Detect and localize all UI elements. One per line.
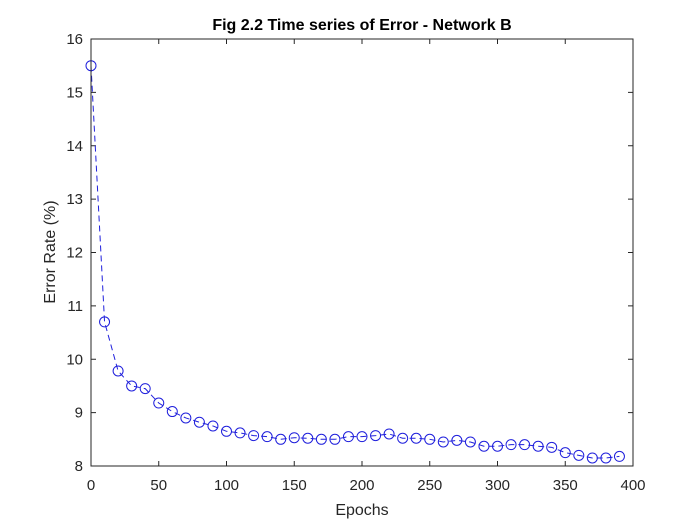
data-point <box>573 449 585 461</box>
series-line <box>90 65 620 459</box>
data-point <box>112 365 124 377</box>
x-axis-ticks: 0 50 100 150 200 250 300 350 400 <box>87 39 646 494</box>
data-point <box>451 434 463 446</box>
data-point <box>234 427 246 439</box>
y-tick-label: 15 <box>66 84 83 101</box>
data-point <box>383 428 395 440</box>
x-tick-label: 300 <box>485 477 510 494</box>
y-axis-ticks: 8 9 10 11 12 13 14 15 16 <box>66 31 633 475</box>
y-tick-label: 13 <box>66 191 83 208</box>
data-point <box>424 433 436 445</box>
x-tick-label: 100 <box>214 477 239 494</box>
data-point <box>613 450 625 462</box>
x-tick-label: 350 <box>553 477 578 494</box>
axes-box <box>90 38 634 467</box>
data-point <box>329 433 341 445</box>
y-tick-label: 8 <box>75 458 83 475</box>
data-point <box>302 432 314 444</box>
data-point <box>600 452 612 464</box>
data-point <box>505 439 517 451</box>
data-point <box>153 397 165 409</box>
data-point <box>248 430 260 442</box>
x-tick-label: 250 <box>417 477 442 494</box>
data-point <box>180 412 192 424</box>
x-axis-label: Epochs <box>335 502 388 519</box>
data-point <box>397 432 409 444</box>
y-tick-label: 12 <box>66 245 83 262</box>
data-point <box>315 433 327 445</box>
y-tick-label: 16 <box>66 31 83 48</box>
x-tick-label: 200 <box>349 477 374 494</box>
data-point <box>221 425 232 437</box>
data-point <box>126 380 138 392</box>
data-point <box>166 406 178 418</box>
x-tick-label: 400 <box>620 477 645 494</box>
data-point <box>464 436 476 448</box>
y-tick-label: 14 <box>66 138 83 155</box>
data-point <box>410 432 422 444</box>
y-tick-label: 11 <box>67 298 83 315</box>
data-point <box>478 440 490 452</box>
data-point <box>532 440 544 452</box>
data-point <box>492 440 503 452</box>
y-tick-label: 10 <box>66 351 83 368</box>
data-point <box>519 439 531 451</box>
data-point <box>546 441 558 453</box>
y-axis-label: Error Rate (%) <box>42 200 59 303</box>
data-point <box>261 431 273 443</box>
series-markers <box>85 60 625 464</box>
data-point <box>586 452 598 464</box>
data-point <box>193 416 205 428</box>
chart-title: Fig 2.2 Time series of Error - Network B <box>212 17 511 34</box>
x-tick-label: 0 <box>87 477 95 494</box>
x-tick-label: 150 <box>282 477 307 494</box>
data-point <box>288 432 300 444</box>
data-point <box>207 420 219 432</box>
x-tick-label: 50 <box>150 477 167 494</box>
data-point <box>370 430 382 442</box>
data-point <box>99 316 111 328</box>
data-point <box>342 431 354 443</box>
data-point <box>139 383 151 395</box>
data-point <box>559 447 571 459</box>
data-point <box>356 431 368 443</box>
data-point <box>437 436 449 448</box>
y-tick-label: 9 <box>75 405 83 422</box>
data-point <box>275 433 287 445</box>
plot-area <box>91 39 633 466</box>
